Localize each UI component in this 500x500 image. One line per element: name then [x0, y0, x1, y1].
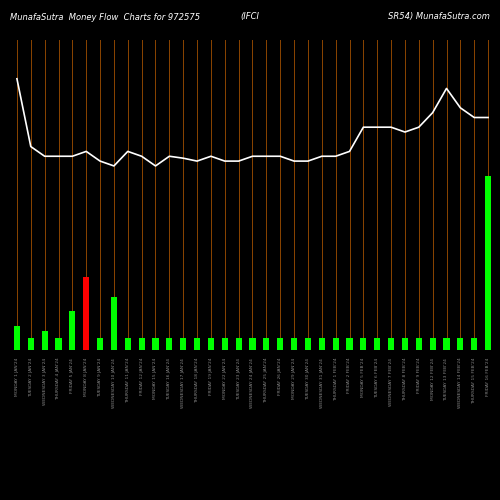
- Bar: [111, 296, 117, 350]
- Bar: [277, 338, 283, 350]
- Bar: [152, 338, 158, 350]
- Bar: [485, 176, 491, 350]
- Bar: [263, 338, 270, 350]
- Bar: [222, 338, 228, 350]
- Bar: [416, 338, 422, 350]
- Bar: [250, 338, 256, 350]
- Bar: [388, 338, 394, 350]
- Bar: [402, 338, 408, 350]
- Bar: [291, 338, 297, 350]
- Bar: [208, 338, 214, 350]
- Bar: [430, 338, 436, 350]
- Bar: [457, 338, 464, 350]
- Bar: [180, 338, 186, 350]
- Bar: [166, 338, 172, 350]
- Bar: [42, 330, 48, 350]
- Bar: [69, 311, 75, 350]
- Bar: [360, 338, 366, 350]
- Bar: [83, 278, 89, 350]
- Bar: [332, 338, 339, 350]
- Text: MunafaSutra  Money Flow  Charts for 972575: MunafaSutra Money Flow Charts for 972575: [10, 12, 200, 22]
- Bar: [14, 326, 20, 350]
- Bar: [471, 338, 478, 350]
- Bar: [346, 338, 352, 350]
- Bar: [124, 338, 131, 350]
- Bar: [318, 338, 325, 350]
- Bar: [374, 338, 380, 350]
- Bar: [305, 338, 311, 350]
- Bar: [194, 338, 200, 350]
- Bar: [138, 338, 145, 350]
- Text: SR54) MunafaSutra.com: SR54) MunafaSutra.com: [388, 12, 490, 22]
- Bar: [444, 338, 450, 350]
- Bar: [28, 338, 34, 350]
- Text: (IFCI: (IFCI: [240, 12, 260, 22]
- Bar: [56, 338, 62, 350]
- Bar: [236, 338, 242, 350]
- Bar: [97, 338, 103, 350]
